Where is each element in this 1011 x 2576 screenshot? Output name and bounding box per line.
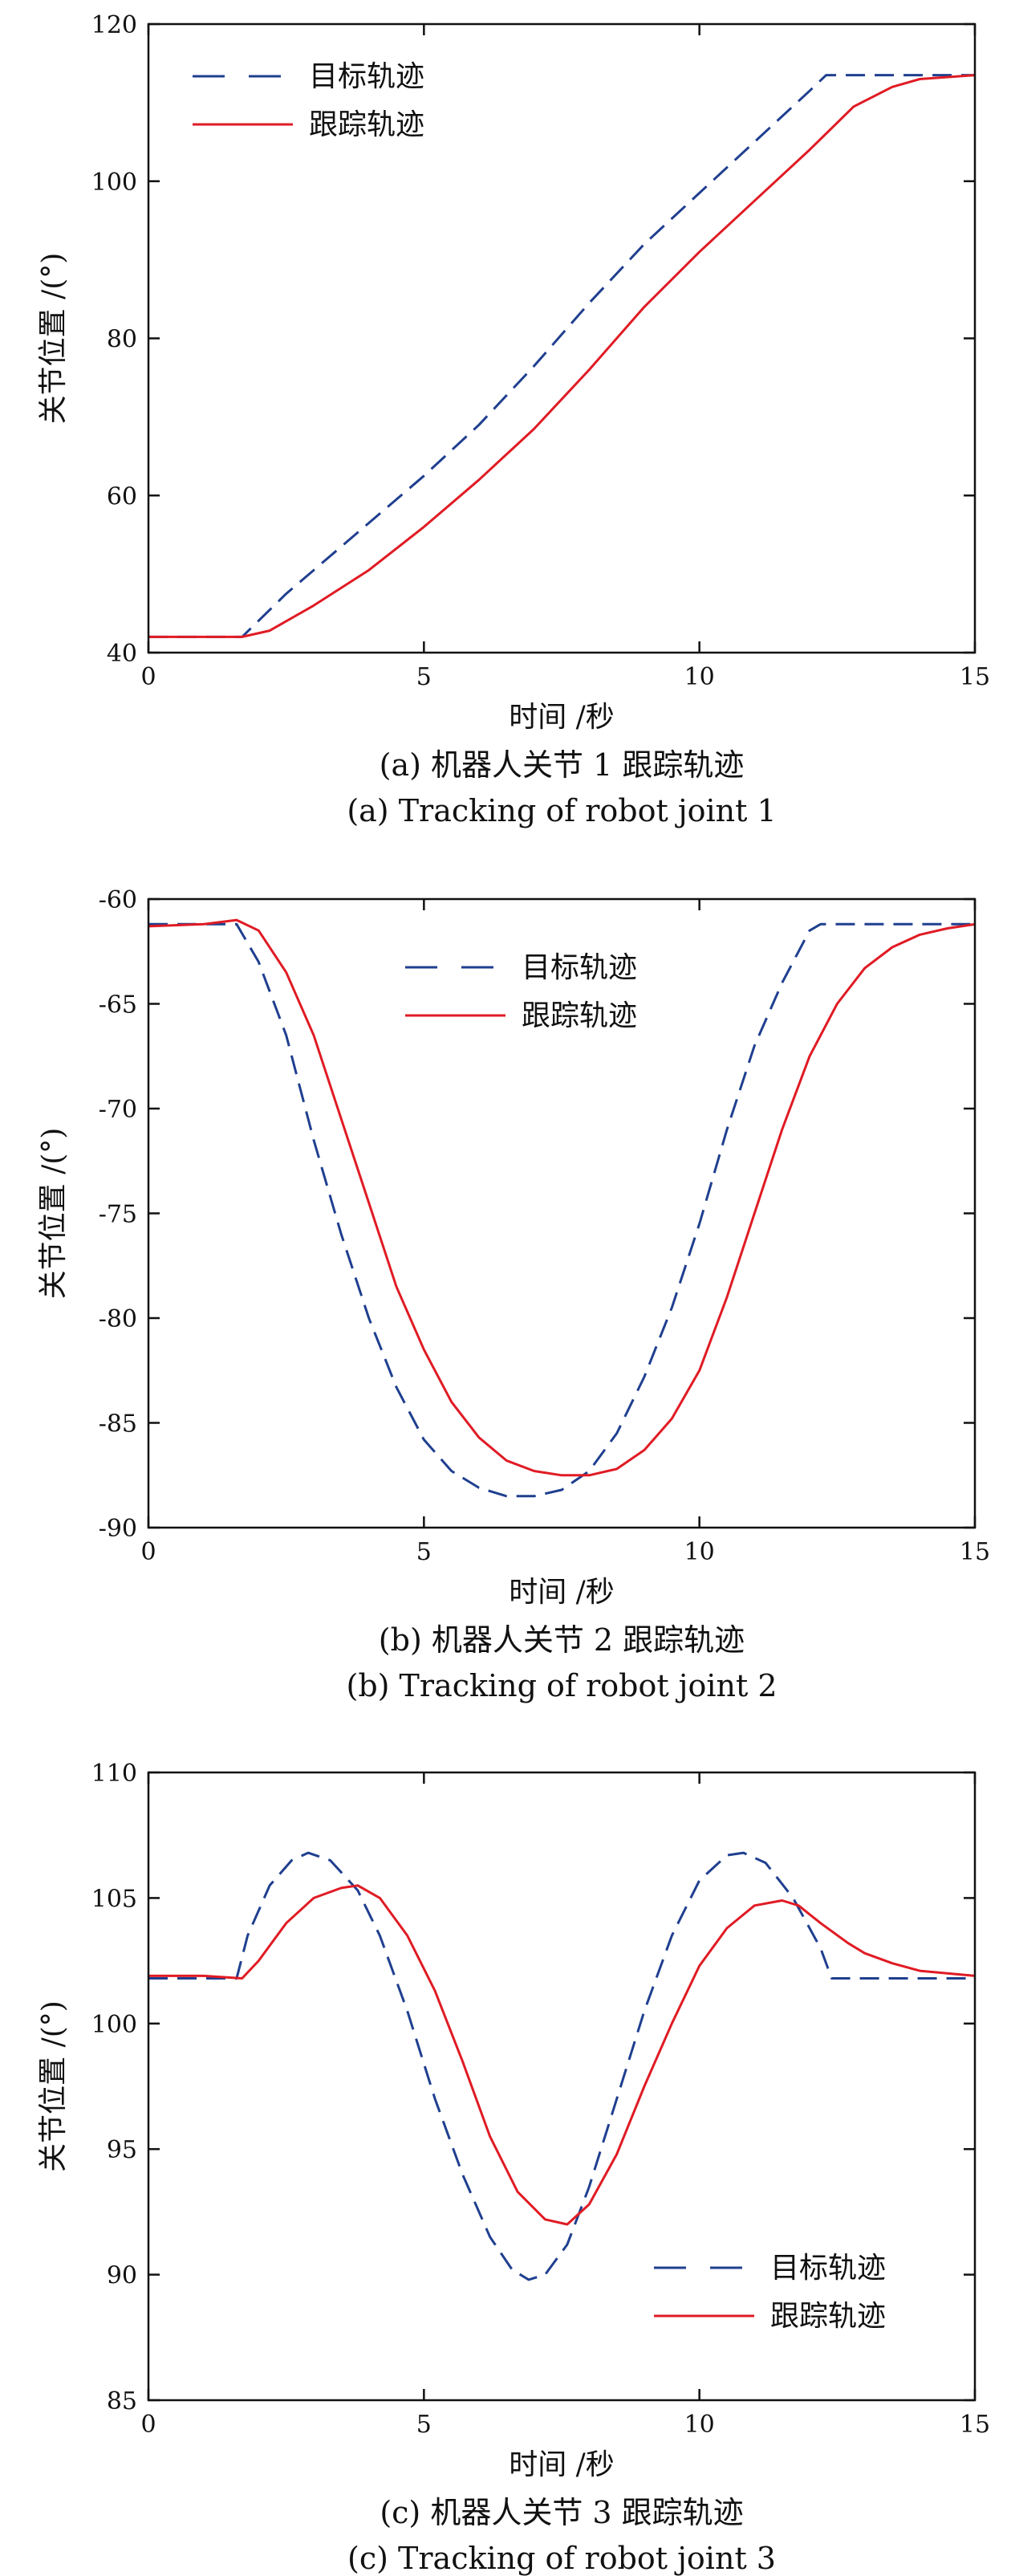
- chart-panel-a: 0 5 10 15 40 60 80 100 120 时间 /秒 关节位置 /(°) 目标轨迹跟踪轨迹…: [37, 11, 990, 828]
- x-tick-label: 10: [684, 2411, 715, 2439]
- y-tick-label: 100: [91, 2011, 137, 2039]
- caption-en: (c) Tracking of robot joint 3: [347, 2541, 776, 2576]
- y-tick-label: 110: [91, 1760, 137, 1788]
- y-tick-label: 120: [91, 11, 137, 39]
- chart-panel-c: 0 5 10 15 85 90 95 100 105 110 时间 /秒 关节位置 /(°) 目标轨迹跟…: [37, 1760, 990, 2576]
- series-line-target: [148, 74, 975, 638]
- y-tick-label: 100: [91, 169, 137, 197]
- series-line-tracking: [148, 918, 975, 1477]
- x-tick-label: 5: [416, 1538, 432, 1566]
- x-tick-label: 0: [140, 663, 156, 691]
- legend-label-tracking: 跟踪轨迹: [522, 999, 637, 1032]
- y-tick-label: 105: [91, 1885, 137, 1913]
- x-tick-label: 15: [960, 1538, 990, 1566]
- series-line-tracking: [148, 74, 975, 638]
- x-tick-label: 10: [684, 663, 715, 691]
- legend-label-target: 目标轨迹: [309, 60, 424, 93]
- legend-label-tracking: 跟踪轨迹: [770, 2300, 886, 2333]
- plot-frame: [147, 22, 976, 654]
- x-tick-label: 5: [416, 663, 432, 691]
- plot-frame: [147, 1771, 976, 2402]
- y-tick-label: -90: [99, 1515, 137, 1543]
- series-line-tracking: [148, 1884, 975, 2226]
- y-tick-label: -70: [99, 1096, 137, 1124]
- y-tick-label: -65: [99, 991, 137, 1019]
- y-tick-label: 60: [107, 482, 137, 511]
- caption-en: (b) Tracking of robot joint 2: [347, 1668, 778, 1703]
- y-tick-label: 95: [107, 2136, 137, 2164]
- y-tick-label: 85: [107, 2387, 137, 2415]
- x-axis-label: 时间 /秒: [509, 2448, 615, 2481]
- y-tick-label: 90: [107, 2262, 137, 2290]
- series-line-target: [148, 922, 975, 1498]
- legend-label-target: 目标轨迹: [522, 951, 637, 984]
- y-tick-label: -75: [99, 1201, 137, 1229]
- y-tick-label: -85: [99, 1410, 137, 1439]
- caption-cn: (b) 机器人关节 2 跟踪轨迹: [379, 1622, 745, 1658]
- legend-label-target: 目标轨迹: [770, 2252, 886, 2285]
- y-axis-label: 关节位置 /(°): [37, 2000, 70, 2172]
- y-axis-label: 关节位置 /(°): [37, 253, 70, 425]
- x-axis-label: 时间 /秒: [509, 701, 615, 734]
- caption-cn: (a) 机器人关节 1 跟踪轨迹: [380, 747, 745, 783]
- series-line-target: [148, 1851, 975, 2281]
- y-axis-label: 关节位置 /(°): [37, 1128, 70, 1300]
- y-tick-label: -60: [99, 886, 137, 914]
- x-tick-label: 15: [960, 2411, 990, 2439]
- x-axis-label: 时间 /秒: [509, 1576, 615, 1609]
- y-tick-label: 40: [107, 640, 137, 668]
- x-tick-label: 10: [684, 1538, 715, 1566]
- y-tick-label: 80: [107, 326, 137, 354]
- caption-cn: (c) 机器人关节 3 跟踪轨迹: [380, 2495, 743, 2530]
- plot-frame: [147, 897, 976, 1529]
- caption-en: (a) Tracking of robot joint 1: [347, 793, 776, 828]
- x-tick-label: 0: [140, 2411, 156, 2439]
- x-tick-label: 15: [960, 663, 990, 691]
- x-tick-label: 5: [416, 2411, 432, 2439]
- x-tick-label: 0: [140, 1538, 156, 1566]
- y-tick-label: -80: [99, 1305, 137, 1333]
- legend-label-tracking: 跟踪轨迹: [309, 108, 424, 141]
- chart-panel-b: 0 5 10 15 -90 -85 -80 -75 -70 -65 -60 时间 /秒 关节位置 /(°…: [37, 886, 990, 1703]
